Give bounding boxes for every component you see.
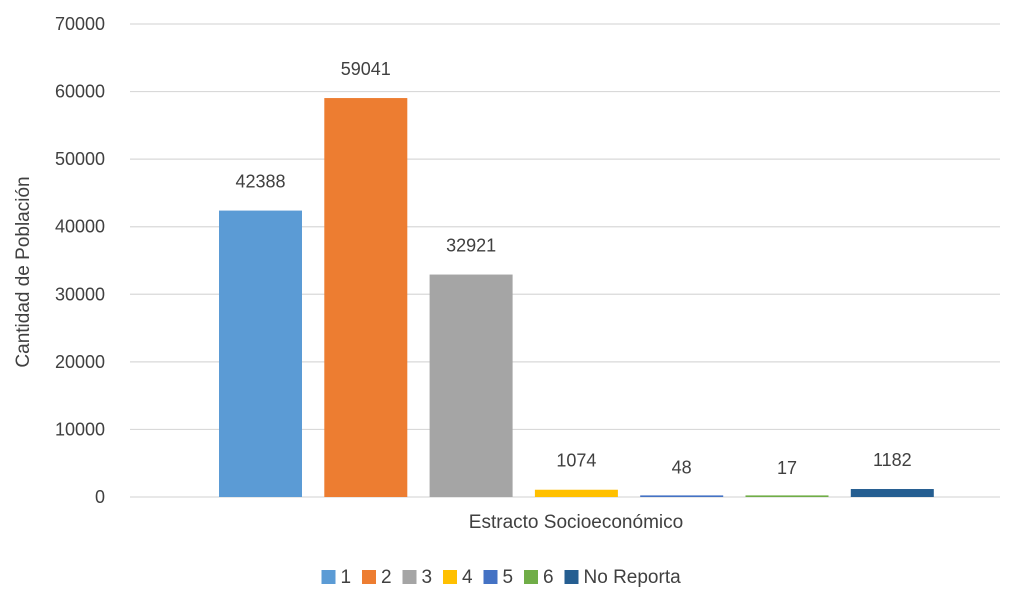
data-labels: 42388 59041 32921 1074 48 17 1182 bbox=[235, 59, 911, 478]
legend-item: 5 bbox=[483, 567, 514, 588]
y-tick-label: 40000 bbox=[55, 217, 105, 237]
legend-swatch bbox=[524, 570, 538, 584]
legend-label: 3 bbox=[422, 567, 433, 588]
bar-6 bbox=[745, 495, 829, 497]
legend-item: 6 bbox=[524, 567, 554, 588]
legend-swatch bbox=[564, 570, 579, 584]
legend-label: 2 bbox=[381, 567, 392, 588]
legend-swatch bbox=[321, 570, 336, 584]
legend-label: 1 bbox=[341, 567, 352, 588]
legend-swatch bbox=[362, 570, 376, 584]
bar-2 bbox=[324, 98, 408, 498]
y-tick-label: 30000 bbox=[55, 284, 105, 304]
legend: 1 2 3 4 5 6 No Reporta bbox=[321, 567, 682, 588]
legend-swatch bbox=[483, 570, 498, 584]
legend-label: 5 bbox=[503, 567, 514, 588]
data-label: 59041 bbox=[341, 59, 391, 79]
y-axis-title: Cantidad de Población bbox=[13, 176, 34, 367]
data-label: 1074 bbox=[556, 451, 596, 471]
legend-item: 3 bbox=[402, 567, 433, 588]
y-tick-label: 60000 bbox=[55, 82, 105, 102]
bar-4 bbox=[534, 489, 618, 497]
legend-item: 2 bbox=[362, 567, 392, 588]
data-label: 42388 bbox=[235, 172, 285, 192]
bar-1 bbox=[219, 210, 302, 497]
legend-item: 1 bbox=[321, 567, 352, 588]
data-label: 17 bbox=[777, 458, 797, 478]
y-axis-ticks: 0 10000 20000 30000 40000 50000 60000 70000 bbox=[55, 14, 105, 507]
y-tick-label: 50000 bbox=[55, 149, 105, 169]
x-axis-title: Estracto Socioeconómico bbox=[469, 512, 683, 533]
y-tick-label: 70000 bbox=[55, 14, 105, 34]
legend-label: No Reporta bbox=[584, 567, 682, 588]
legend-swatch bbox=[443, 570, 457, 584]
y-tick-label: 0 bbox=[95, 487, 105, 507]
bar-no-reporta bbox=[850, 489, 934, 497]
legend-item: No Reporta bbox=[564, 567, 682, 588]
legend-label: 6 bbox=[543, 567, 554, 588]
bar-3 bbox=[429, 274, 513, 497]
bars bbox=[219, 98, 934, 498]
legend-swatch bbox=[402, 570, 417, 584]
legend-item: 4 bbox=[443, 567, 473, 588]
data-label: 1182 bbox=[873, 450, 912, 470]
y-tick-label: 10000 bbox=[55, 419, 105, 439]
bar-5 bbox=[640, 495, 724, 497]
legend-label: 4 bbox=[462, 567, 473, 588]
y-tick-label: 20000 bbox=[55, 352, 105, 372]
data-label: 32921 bbox=[446, 236, 496, 256]
data-label: 48 bbox=[672, 458, 692, 478]
